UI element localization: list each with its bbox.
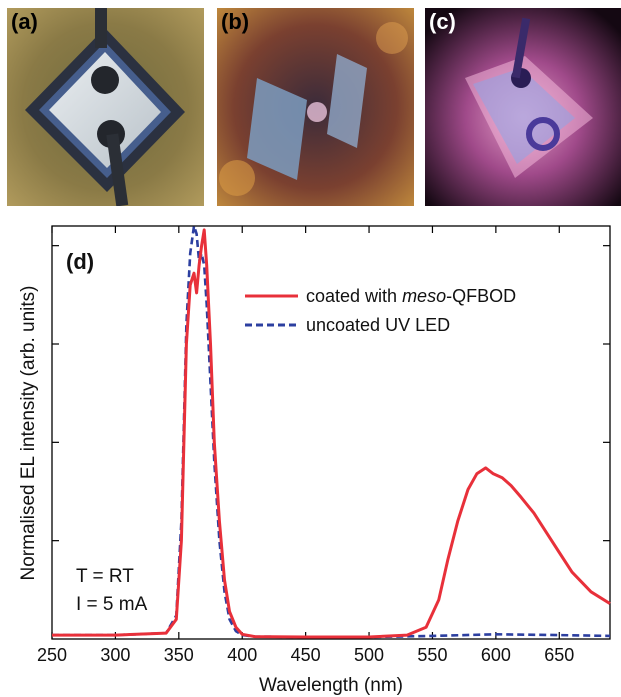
y-axis-title: Normalised EL intensity (arb. units) bbox=[18, 286, 39, 581]
panel-label-d: (d) bbox=[66, 249, 94, 274]
photo-label-c: (c) bbox=[429, 9, 456, 34]
photo-panel-c: (c) bbox=[425, 8, 621, 206]
photo-panel-b: (b) bbox=[217, 8, 414, 206]
photo-label-b: (b) bbox=[221, 9, 250, 34]
legend: coated with meso-QFBOD uncoated UV LED bbox=[245, 286, 516, 335]
photo-label-a: (a) bbox=[11, 9, 38, 34]
annotation-temperature: T = RT bbox=[76, 566, 134, 587]
x-tick-label-550: 550 bbox=[417, 645, 447, 665]
x-tick-label-350: 350 bbox=[164, 645, 194, 665]
x-tick-label-450: 450 bbox=[291, 645, 321, 665]
el-spectrum-chart: 250 300 350 400 450 500 550 600 650 (d) coated w… bbox=[18, 224, 611, 696]
plot-frame bbox=[51, 225, 611, 640]
led-photo-coated-off bbox=[217, 8, 414, 206]
x-tick-label-400: 400 bbox=[227, 645, 257, 665]
legend-label-coated: coated with meso-QFBOD bbox=[306, 286, 516, 306]
x-tick-labels: 250 300 350 400 450 500 550 600 650 bbox=[37, 645, 574, 665]
led-photo-coated-on bbox=[425, 8, 621, 206]
x-tick-label-650: 650 bbox=[544, 645, 574, 665]
x-tick-label-250: 250 bbox=[37, 645, 67, 665]
x-tick-label-300: 300 bbox=[100, 645, 130, 665]
series-line-coated bbox=[52, 228, 611, 639]
led-photo-uncoated bbox=[7, 8, 204, 206]
x-tick-label-500: 500 bbox=[354, 645, 384, 665]
series-lines bbox=[52, 224, 611, 639]
annotation-current: I = 5 mA bbox=[76, 594, 148, 615]
photo-panel-a: (a) bbox=[7, 8, 204, 206]
x-axis-title: Wavelength (nm) bbox=[259, 675, 403, 696]
x-tick-label-600: 600 bbox=[481, 645, 511, 665]
legend-label-uncoated: uncoated UV LED bbox=[306, 315, 450, 335]
axis-ticks bbox=[51, 226, 610, 639]
